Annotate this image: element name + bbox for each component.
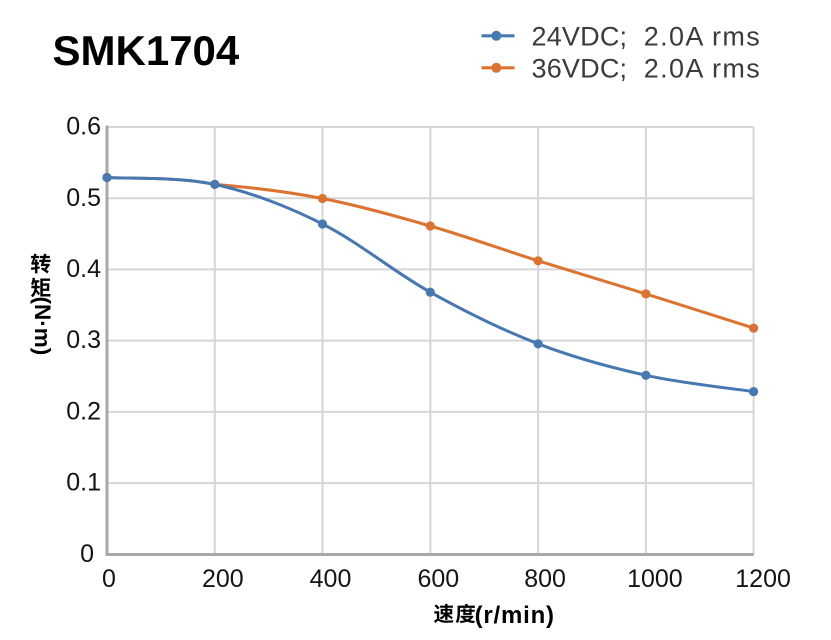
svg-text:400: 400 [310,565,352,593]
svg-text:1000: 1000 [627,565,683,593]
svg-text:800: 800 [524,565,566,593]
svg-text:(N·m): (N·m) [30,297,55,356]
svg-text:0: 0 [80,540,94,568]
svg-text:0.1: 0.1 [66,469,101,497]
svg-text:0.4: 0.4 [66,255,101,283]
svg-text:0.3: 0.3 [66,326,101,354]
svg-text:24VDC;2.0A rms: 24VDC; 2.0A rms [532,22,762,52]
svg-text:0.2: 0.2 [66,398,101,426]
svg-text:0.6: 0.6 [66,113,101,141]
svg-text:0.5: 0.5 [66,184,101,212]
svg-text:0: 0 [102,565,116,593]
svg-text:(r/min): (r/min) [475,602,555,629]
svg-text:200: 200 [202,565,244,593]
svg-text:SMK1704: SMK1704 [53,27,240,74]
svg-text:36VDC;2.0A rms: 36VDC; 2.0A rms [532,54,762,84]
svg-text:1200: 1200 [735,565,791,593]
svg-text:600: 600 [417,565,459,593]
